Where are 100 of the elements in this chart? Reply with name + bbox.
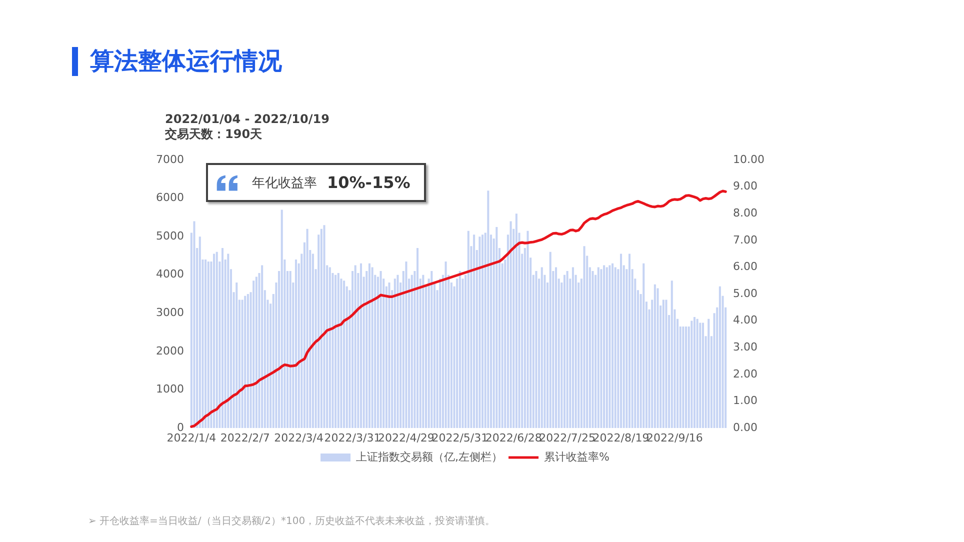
y2-tick-label: 4.00 <box>733 314 758 327</box>
y2-tick-label: 7.00 <box>733 233 758 246</box>
bar <box>430 271 433 428</box>
bar <box>614 267 616 428</box>
bar <box>510 221 512 428</box>
y2-tick-label: 10.00 <box>733 152 764 166</box>
bar <box>526 230 529 428</box>
bar <box>572 267 574 428</box>
callout-box: 年化收益率 10%-15% <box>206 163 426 202</box>
bar <box>380 271 382 428</box>
bar <box>312 254 314 428</box>
bar <box>540 267 543 428</box>
bar <box>682 326 684 428</box>
bar <box>665 300 668 428</box>
bar <box>458 271 461 428</box>
x-tick-label: 2022/1/4 <box>166 431 216 444</box>
bar <box>439 278 442 428</box>
bar <box>662 300 664 428</box>
bar <box>280 210 283 428</box>
y2-tick-label: 5.00 <box>733 286 758 300</box>
bar <box>549 252 552 428</box>
bar <box>603 265 606 428</box>
bar <box>289 271 292 428</box>
bar <box>487 190 490 428</box>
chart-subtitle: 2022/01/04 - 2022/10/19 <box>165 112 330 127</box>
bar <box>670 280 673 428</box>
bar <box>718 286 721 428</box>
bar <box>198 236 201 428</box>
y-tick-label: 7000 <box>156 152 184 166</box>
annotation: 10%-15% <box>327 173 410 192</box>
bar <box>337 272 340 428</box>
bar <box>612 263 614 428</box>
bar <box>690 320 693 428</box>
bar <box>515 214 518 428</box>
bar <box>405 261 408 428</box>
bar <box>628 254 631 428</box>
bar <box>416 248 419 428</box>
y2-tick-label: 1.00 <box>733 394 758 408</box>
bar <box>592 271 594 428</box>
text: 交易天数：190天 <box>165 127 262 142</box>
bar <box>566 271 568 428</box>
y-tick-label: 6000 <box>156 191 184 204</box>
bar <box>368 263 370 428</box>
bar <box>473 234 476 428</box>
bar <box>216 252 218 428</box>
chart-title: 算法整体运行情况 <box>90 46 282 77</box>
bar <box>255 276 258 428</box>
bar <box>693 316 696 428</box>
y-tick-label: 1000 <box>156 382 184 396</box>
bar <box>323 225 326 428</box>
bar <box>654 284 656 428</box>
y2-tick-label: 0.00 <box>733 420 758 434</box>
bar <box>708 318 710 428</box>
bar <box>496 227 498 428</box>
bar <box>606 267 608 428</box>
bar <box>482 234 484 428</box>
bar <box>241 300 244 428</box>
bar <box>306 228 308 428</box>
bar <box>394 278 396 428</box>
bar <box>608 265 611 428</box>
bar <box>410 274 413 428</box>
bar <box>343 280 346 428</box>
bar <box>246 294 249 428</box>
y2-tick-label: 9.00 <box>733 180 758 193</box>
text: ➢ 开仓收益率=当日收益/（当日交易额/2）*100，历史收益不代表未来收益，投资请谨慎。 <box>88 515 496 529</box>
bar <box>204 260 207 428</box>
bar <box>244 296 246 428</box>
bar <box>696 318 698 428</box>
bar <box>261 265 264 428</box>
bar <box>371 267 374 428</box>
bar <box>354 265 356 428</box>
y2-tick-label: 6.00 <box>733 260 758 274</box>
y-tick-label: 5000 <box>156 229 184 242</box>
bar <box>360 263 362 428</box>
x-tick-label: 2022/9/16 <box>646 431 703 444</box>
bar <box>294 260 298 428</box>
y2-tick-label: 3.00 <box>733 340 758 354</box>
x-tick-label: 2022/2/7 <box>220 431 270 444</box>
bar <box>685 326 688 428</box>
bar <box>702 322 704 428</box>
y-tick-label: 0 <box>177 420 184 434</box>
bar <box>600 269 602 428</box>
x-tick-label: 2022/3/4 <box>274 431 324 444</box>
bar <box>227 254 230 428</box>
bar <box>656 288 659 428</box>
bar <box>642 263 645 428</box>
bar <box>563 274 566 428</box>
bar <box>388 282 390 428</box>
bar <box>213 254 216 428</box>
bar <box>583 246 586 428</box>
bar <box>207 261 210 428</box>
y-tick-label: 3000 <box>156 306 184 319</box>
bar <box>328 267 331 428</box>
bar <box>236 282 238 428</box>
bar <box>699 322 702 428</box>
bar <box>221 248 224 428</box>
bar <box>422 274 424 428</box>
bar <box>478 236 481 428</box>
bar <box>444 261 447 428</box>
y-tick-label: 4000 <box>156 268 184 281</box>
